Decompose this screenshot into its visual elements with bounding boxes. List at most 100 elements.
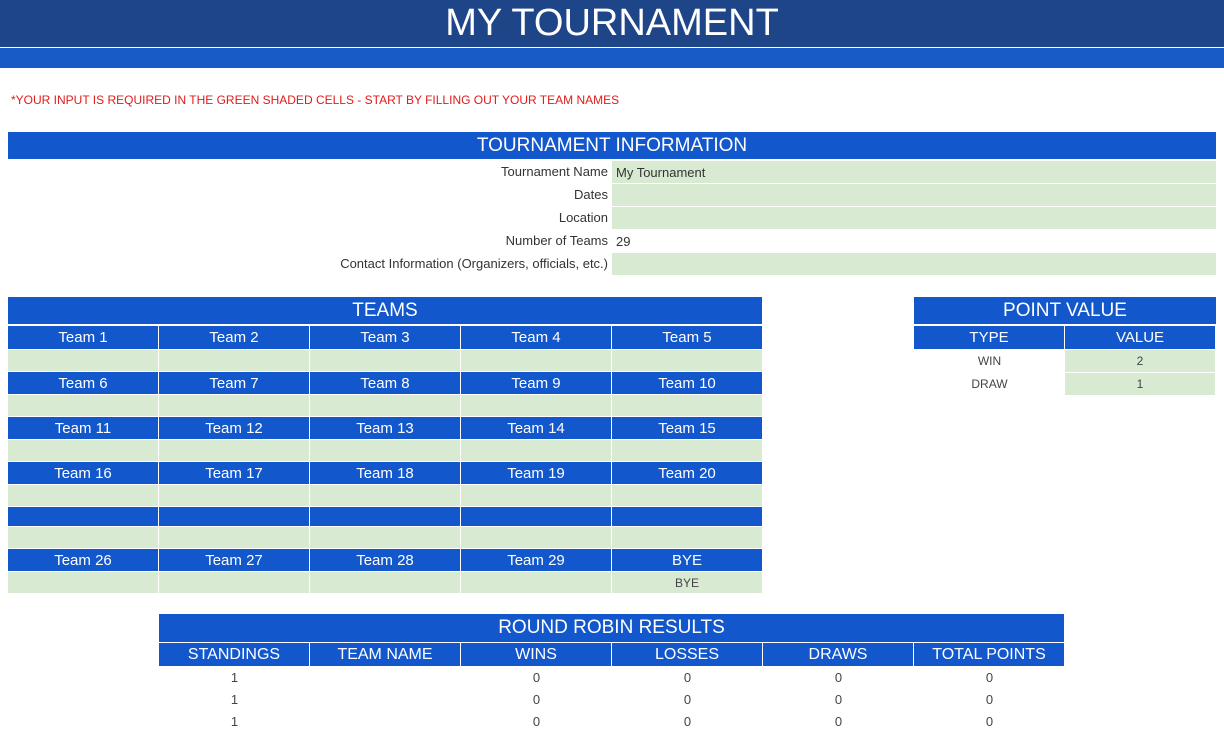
info-value-field: 29 [616, 233, 631, 249]
team-label: Team 7 [159, 371, 310, 394]
results-cell: 1 [230, 691, 239, 707]
team-label: Team 6 [8, 371, 159, 394]
team-name-input[interactable] [159, 439, 310, 461]
team-label [159, 506, 310, 526]
team-label: Team 3 [310, 325, 461, 349]
point-value-input[interactable]: 1 [1065, 372, 1216, 395]
team-label [8, 506, 159, 526]
tournament-info-header: TOURNAMENT INFORMATION [8, 132, 1216, 159]
team-name-input[interactable] [612, 526, 763, 548]
point-value-header: POINT VALUE [914, 297, 1216, 324]
team-name-input[interactable] [461, 394, 612, 416]
team-name-input[interactable] [8, 571, 159, 593]
point-type: WIN [977, 353, 1002, 368]
team-label: Team 9 [461, 371, 612, 394]
team-label: Team 27 [159, 548, 310, 571]
results-cell: 1 [230, 713, 239, 729]
results-cell: 0 [532, 669, 541, 685]
results-cell: 0 [834, 691, 843, 707]
team-name-input[interactable] [310, 439, 461, 461]
results-cell [310, 688, 461, 710]
info-label: Dates [574, 187, 608, 202]
team-label: Team 18 [310, 461, 461, 484]
team-label: Team 12 [159, 416, 310, 439]
team-name-input[interactable] [159, 484, 310, 506]
team-label: Team 13 [310, 416, 461, 439]
team-label: Team 1 [8, 325, 159, 349]
info-value-field[interactable]: My Tournament [612, 161, 1216, 183]
results-cell: 0 [834, 669, 843, 685]
info-value-field[interactable] [612, 184, 1216, 206]
team-name-input[interactable] [612, 439, 763, 461]
team-name-input[interactable] [8, 349, 159, 371]
results-cell: 0 [683, 669, 692, 685]
team-name-input[interactable] [461, 526, 612, 548]
results-column-header: WINS [461, 642, 612, 666]
team-name-input[interactable] [310, 484, 461, 506]
results-cell: 1 [230, 669, 239, 685]
info-label: Contact Information (Organizers, officia… [340, 256, 608, 271]
team-label: Team 16 [8, 461, 159, 484]
results-column-header: LOSSES [612, 642, 763, 666]
results-cell: 0 [683, 713, 692, 729]
team-label [612, 506, 763, 526]
team-label: Team 10 [612, 371, 763, 394]
results-cell [310, 710, 461, 732]
team-name-input[interactable] [159, 526, 310, 548]
team-name-input[interactable] [461, 439, 612, 461]
results-column-header: TOTAL POINTS [914, 642, 1065, 666]
team-name-input[interactable] [8, 394, 159, 416]
team-name-input[interactable] [310, 349, 461, 371]
team-name-input[interactable] [461, 571, 612, 593]
team-name-input[interactable]: BYE [612, 571, 763, 593]
teams-header: TEAMS [8, 297, 762, 324]
team-label: Team 20 [612, 461, 763, 484]
team-name-input[interactable] [310, 394, 461, 416]
info-value-field[interactable] [612, 207, 1216, 229]
team-name-input[interactable] [310, 526, 461, 548]
point-value-input[interactable]: 2 [1065, 349, 1216, 372]
team-name-input[interactable] [612, 394, 763, 416]
results-column-header: STANDINGS [159, 642, 310, 666]
team-name-input[interactable] [159, 349, 310, 371]
results-cell: 0 [532, 713, 541, 729]
team-label: Team 29 [461, 548, 612, 571]
team-label: Team 2 [159, 325, 310, 349]
results-cell: 0 [532, 691, 541, 707]
results-cell: 0 [985, 691, 994, 707]
results-cell: 0 [683, 691, 692, 707]
round-robin-header: ROUND ROBIN RESULTS [159, 614, 1064, 642]
team-label: BYE [612, 548, 763, 571]
team-name-input[interactable] [461, 484, 612, 506]
info-value-field[interactable] [612, 253, 1216, 275]
team-label: Team 5 [612, 325, 763, 349]
results-cell: 0 [834, 713, 843, 729]
team-name-input[interactable] [612, 484, 763, 506]
results-cell [310, 666, 461, 688]
info-label: Number of Teams [505, 233, 608, 248]
team-label: Team 8 [310, 371, 461, 394]
results-column-header: DRAWS [763, 642, 914, 666]
team-name-input[interactable] [8, 526, 159, 548]
team-name-input[interactable] [461, 349, 612, 371]
team-label: Team 26 [8, 548, 159, 571]
team-label [461, 506, 612, 526]
team-name-input[interactable] [310, 571, 461, 593]
team-label: Team 17 [159, 461, 310, 484]
team-label: Team 4 [461, 325, 612, 349]
team-label: Team 19 [461, 461, 612, 484]
point-type: DRAW [971, 376, 1008, 391]
team-name-input[interactable] [8, 484, 159, 506]
team-name-input[interactable] [612, 349, 763, 371]
team-name-input[interactable] [159, 394, 310, 416]
team-label: Team 15 [612, 416, 763, 439]
team-label: Team 28 [310, 548, 461, 571]
info-label: Location [558, 210, 608, 225]
point-column-header: TYPE [914, 325, 1065, 349]
results-cell: 0 [985, 669, 994, 685]
team-name-input[interactable] [159, 571, 310, 593]
results-column-header: TEAM NAME [310, 642, 461, 666]
team-label: Team 11 [8, 416, 159, 439]
team-name-input[interactable] [8, 439, 159, 461]
team-label: Team 14 [461, 416, 612, 439]
